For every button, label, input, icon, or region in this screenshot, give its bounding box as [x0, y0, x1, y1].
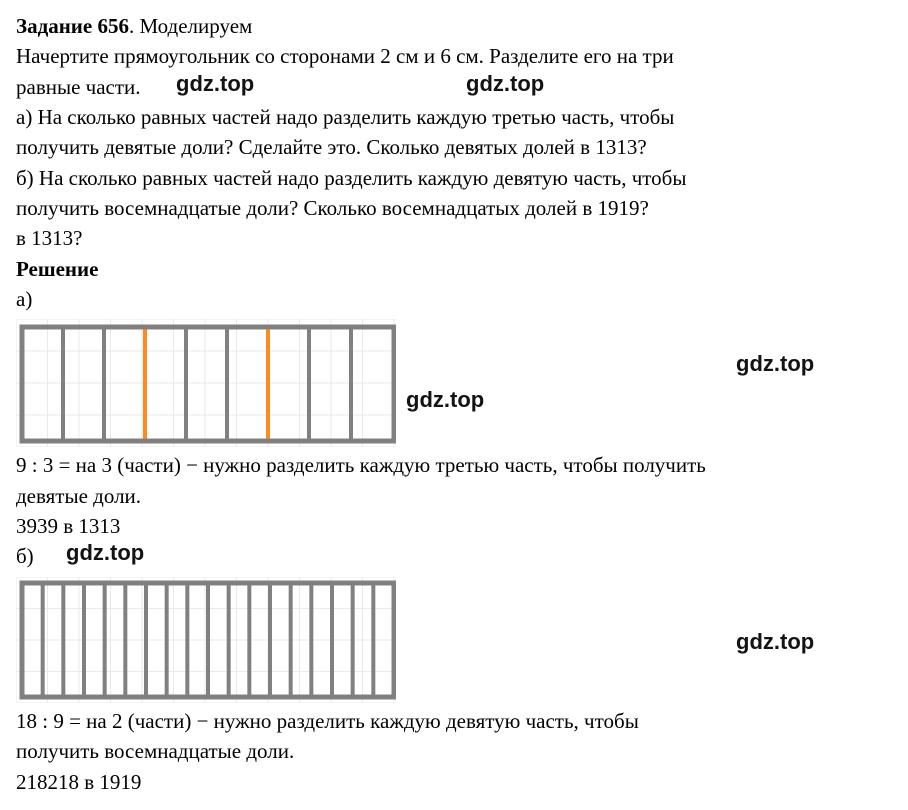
solution-label-text: Решение [16, 257, 98, 281]
task-line2: равные части. [16, 73, 892, 101]
task-b-line1: б) На сколько равных частей надо раздели… [16, 164, 892, 192]
solution-a-line3: 3939 в 1313 [16, 512, 892, 540]
watermark-3: gdz.top [406, 385, 484, 415]
solution-a-line1: 9 : 3 = на 3 (части) − нужно разделить к… [16, 451, 892, 479]
chart-b-wrap: gdz.top [16, 577, 892, 703]
task-a-line1: а) На сколько равных частей надо раздели… [16, 103, 892, 131]
part-b-label: б) [16, 542, 892, 570]
chart-a-wrap: gdz.top gdz.top [16, 319, 892, 447]
task-number-suffix: . Моделируем [129, 14, 252, 38]
watermark-6: gdz.top [736, 627, 814, 657]
task-a-line2: получить девятые доли? Сделайте это. Ско… [16, 133, 892, 161]
solution-b-line1: 18 : 9 = на 2 (части) − нужно разделить … [16, 707, 892, 735]
part-a-label: а) [16, 285, 892, 313]
task-line1: Начертите прямоугольник со сторонами 2 с… [16, 42, 892, 70]
solution-b-line2: получить восемнадцатые доли. [16, 737, 892, 765]
solution-label: Решение [16, 255, 892, 283]
task-b-line2: получить восемнадцатые доли? Сколько вос… [16, 194, 892, 222]
task-b-line3: в 1313? [16, 224, 892, 252]
chart-a [16, 319, 396, 447]
solution-b-line3: 218218 в 1919 [16, 768, 892, 796]
task-title: Задание 656. Моделируем [16, 12, 892, 40]
solution-a-line2: девятые доли. [16, 482, 892, 510]
chart-b [16, 577, 396, 703]
task-number: Задание 656 [16, 14, 129, 38]
watermark-4: gdz.top [736, 349, 814, 379]
